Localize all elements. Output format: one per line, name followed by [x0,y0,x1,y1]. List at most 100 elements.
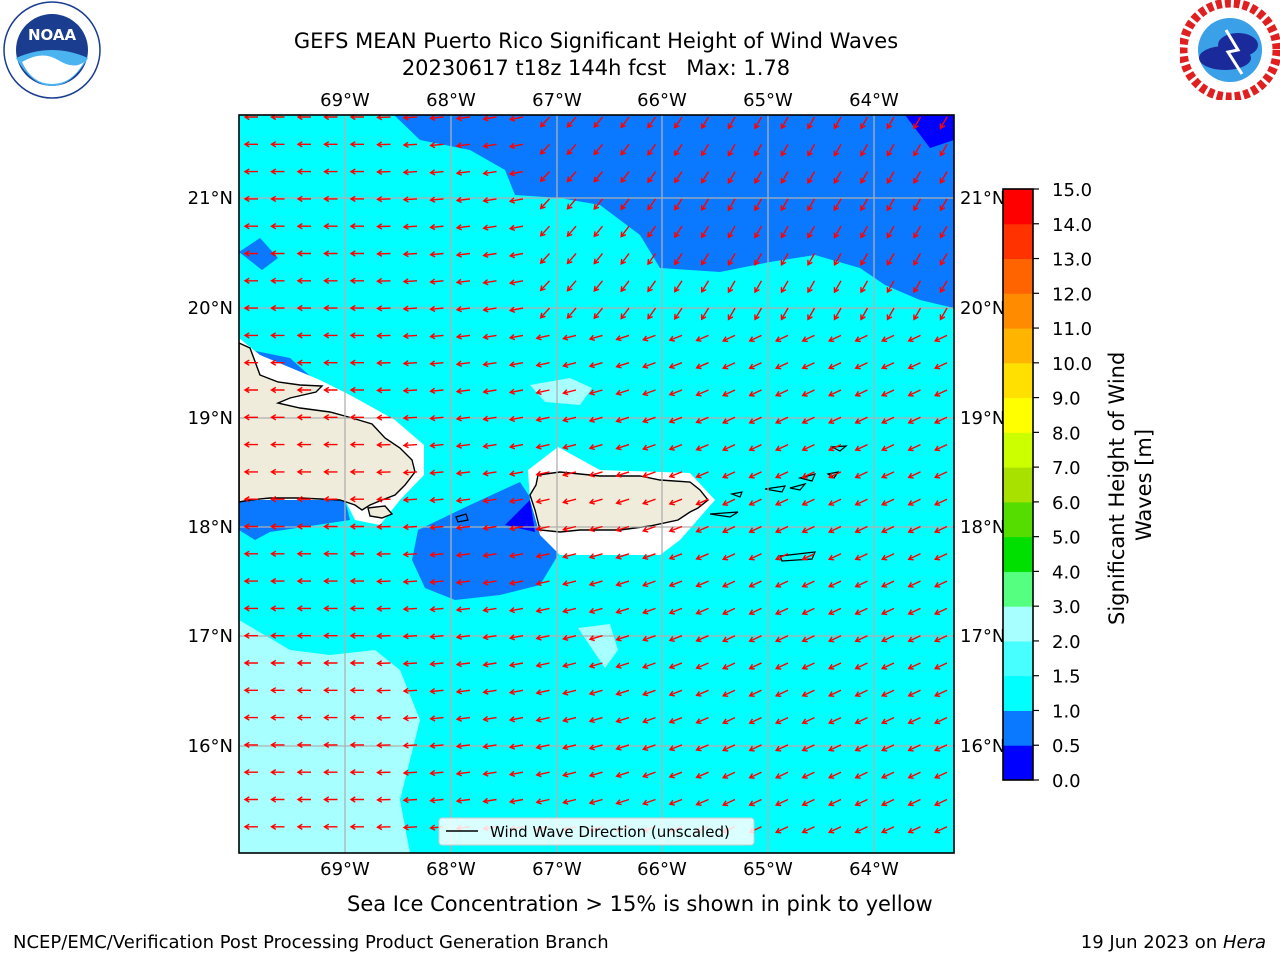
lat-label: 18°N [960,517,1005,538]
wind-wave-arrow [535,771,550,778]
wind-wave-arrow [620,253,630,265]
wind-wave-arrow [695,498,709,506]
wind-wave-arrow [801,416,815,424]
wind-wave-arrow [376,742,391,749]
wind-wave-arrow [429,251,444,258]
wind-wave-arrow [701,253,710,266]
colorbar-tick-label: 3.0 [1052,597,1081,618]
wind-wave-arrow [880,826,895,834]
wind-wave-arrow [913,253,922,266]
wind-wave-arrow [647,143,657,157]
wind-wave-arrow [455,196,471,204]
wind-wave-arrow [721,607,736,616]
wind-wave-arrow [508,470,524,477]
colorbar-cell [1003,258,1033,294]
wind-wave-arrow [270,277,285,284]
wind-wave-arrow [933,635,948,643]
colorbar-tick-label: 0.0 [1052,771,1081,792]
wind-wave-arrow [323,359,338,366]
nws-logo [1178,0,1280,104]
wind-wave-arrow [833,198,842,212]
wind-wave-arrow [482,770,497,777]
wind-wave-arrow [588,498,603,505]
wind-wave-arrow [296,168,311,175]
wind-wave-arrow [807,116,816,130]
wind-wave-arrow [933,443,948,452]
wind-wave-arrow [727,171,736,185]
wind-wave-arrow [620,143,630,156]
wind-wave-arrow [349,304,364,312]
sea-ice-note: Sea Ice Concentration > 15% is shown in … [0,890,1280,918]
wind-wave-arrow [270,577,285,585]
wind-wave-arrow [860,307,869,321]
wind-wave-arrow [429,387,444,395]
wind-wave-arrow [827,471,842,479]
wind-wave-arrow [727,198,736,212]
wind-wave-arrow [780,143,789,157]
svg-text:NOAA: NOAA [28,26,77,44]
wind-wave-arrow [376,305,391,312]
lon-label: 67°W [532,859,582,880]
wind-wave-arrow [376,250,391,257]
wind-wave-arrow [727,225,736,239]
wind-wave-arrow [376,660,391,667]
wind-wave-arrow [668,744,683,752]
wind-wave-arrow [349,468,364,476]
wind-wave-arrow [429,524,444,531]
wind-wave-arrow [508,716,524,723]
wind-wave-arrow [615,443,630,451]
wind-wave-arrow [615,716,630,724]
wind-wave-arrow [748,716,762,725]
wind-wave-arrow [827,662,842,670]
wind-wave-arrow [801,716,815,725]
wind-wave-arrow [695,389,709,397]
wind-wave-arrow [482,743,497,750]
wind-wave-arrow [933,553,948,561]
wind-wave-arrow [535,716,550,723]
colorbar-cell [1003,501,1033,538]
wind-wave-arrow [647,116,657,129]
wind-wave-arrow [429,305,444,313]
colorbar: 0.0 0.5 1.0 1.5 2.0 3.0 4.0 5.0 6.0 7.0 8.0 9.0 10.0… [1002,180,1156,792]
wind-wave-arrow [886,253,895,266]
wind-wave-arrow [801,471,815,479]
wind-wave-arrow [429,442,444,449]
wind-wave-arrow [402,278,418,285]
wind-wave-arrow [270,414,285,421]
colorbar-cell [1003,536,1033,572]
wind-wave-arrow [647,280,657,293]
wind-wave-arrow [780,225,789,239]
wind-wave-arrow [668,689,683,697]
wind-wave-arrow [668,580,683,588]
wind-wave-arrow [270,468,285,476]
wind-wave-arrow [296,632,311,639]
wind-wave-arrow [748,798,762,807]
wind-wave-arrow [615,771,630,778]
wind-wave-arrow [323,605,338,612]
wind-wave-arrow [429,742,444,749]
wind-wave-arrow [243,632,258,639]
wind-wave-arrow [642,716,656,724]
wind-wave-arrow [402,469,418,476]
lon-labels-top: 69°W 68°W 67°W 66°W 65°W 64°W [320,90,899,111]
wind-wave-arrow [727,280,736,294]
wind-wave-arrow [807,225,816,239]
wind-wave-arrow [376,223,391,230]
wind-wave-arrow [827,416,842,424]
wind-wave-arrow [535,579,550,587]
wind-wave-arrow [539,280,551,292]
wind-wave-arrow [939,280,948,294]
lon-label: 69°W [320,90,370,111]
wind-wave-arrow [535,361,550,368]
wind-wave-arrow [323,796,338,803]
wind-wave-arrow [620,307,630,320]
wind-wave-arrow [402,332,418,340]
wind-wave-arrow [429,551,444,558]
wind-wave-arrow [854,580,868,588]
wind-wave-arrow [402,250,418,258]
wind-wave-arrow [562,662,577,669]
wind-wave-arrow [668,553,683,561]
wind-wave-arrow [721,580,736,588]
wind-wave-arrow [588,689,603,696]
